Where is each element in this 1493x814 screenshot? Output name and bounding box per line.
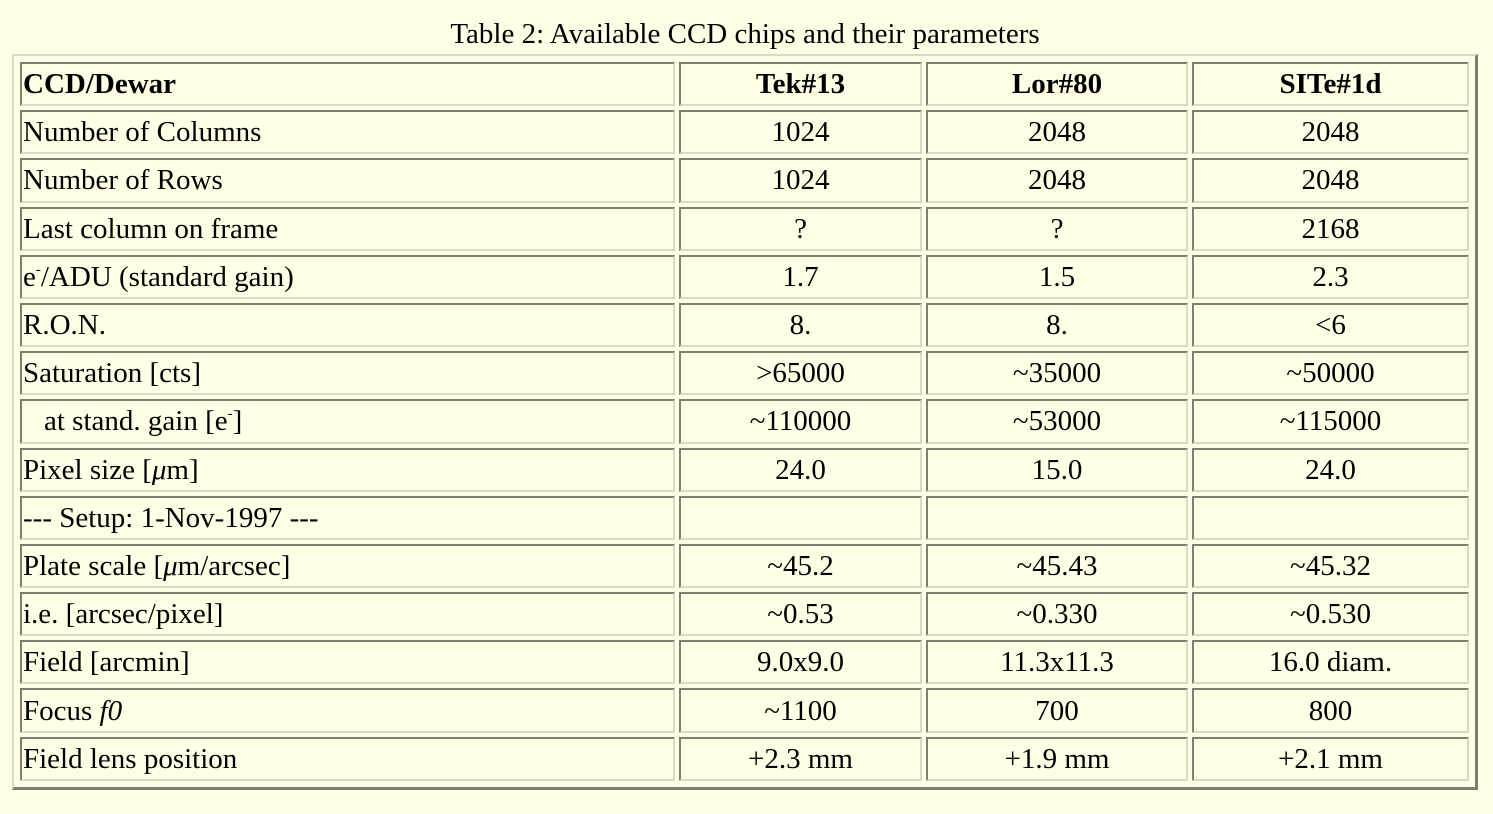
row-label-text: m/arcsec]	[177, 549, 291, 582]
header-cell-lor80: Lor#80	[926, 62, 1188, 107]
row-label: Number of Columns	[20, 110, 675, 155]
cell-value	[679, 495, 922, 540]
row-label-text: Focus	[23, 694, 100, 727]
cell-value: ~115000	[1192, 399, 1469, 444]
table-row: R.O.N. 8. 8. <6	[20, 302, 1469, 348]
cell-value: 24.0	[679, 447, 922, 492]
table-row: Focus f0 ~1100 700 800	[20, 688, 1469, 733]
row-label: Plate scale [μm/arcsec]	[20, 543, 675, 589]
cell-value: +2.1 mm	[1192, 736, 1469, 781]
table-row: Plate scale [μm/arcsec] ~45.2 ~45.43 ~45…	[20, 543, 1469, 589]
cell-value: +1.9 mm	[926, 736, 1188, 781]
row-label-symbol: μ	[163, 549, 178, 582]
cell-value: ~0.53	[679, 592, 922, 637]
table-row: e-/ADU (standard gain) 1.7 1.5 2.3	[20, 254, 1469, 299]
table-row: Field [arcmin] 9.0x9.0 11.3x11.3 16.0 di…	[20, 640, 1469, 685]
row-label-text: ]	[232, 405, 243, 438]
cell-value: 1024	[679, 110, 922, 155]
cell-value: ~50000	[1192, 351, 1469, 396]
cell-value: 2.3	[1192, 254, 1469, 299]
row-label: Focus f0	[20, 688, 675, 733]
cell-value: 1.5	[926, 254, 1188, 299]
header-cell-tek13: Tek#13	[679, 62, 922, 107]
cell-value: 700	[926, 688, 1188, 733]
cell-value: 24.0	[1192, 447, 1469, 492]
table-header-row: CCD/Dewar Tek#13 Lor#80 SITe#1d	[20, 62, 1469, 107]
row-label: --- Setup: 1-Nov-1997 ---	[20, 495, 675, 540]
row-label: Field lens position	[20, 736, 675, 781]
row-label-text: Plate scale [	[23, 549, 164, 582]
cell-value: ~1100	[679, 688, 922, 733]
cell-value: +2.3 mm	[679, 736, 922, 781]
cell-value: 8.	[926, 302, 1188, 348]
table-row-setup-divider: --- Setup: 1-Nov-1997 ---	[20, 495, 1469, 540]
cell-value: 2048	[926, 110, 1188, 155]
row-label: at stand. gain [e-]	[20, 399, 675, 444]
row-label-text: /ADU (standard gain)	[40, 260, 294, 293]
row-label-superscript: -	[35, 261, 41, 278]
cell-value: ~0.530	[1192, 592, 1469, 637]
table-row: Saturation [cts] >65000 ~35000 ~50000	[20, 351, 1469, 396]
row-label: Saturation [cts]	[20, 351, 675, 396]
cell-value: 1.7	[679, 254, 922, 299]
cell-value: 8.	[679, 302, 922, 348]
row-label-text: m]	[166, 453, 199, 486]
row-label-text: e	[23, 260, 36, 293]
row-label-symbol: f0	[99, 694, 123, 727]
cell-value: 9.0x9.0	[679, 640, 922, 685]
ccd-parameters-table: CCD/Dewar Tek#13 Lor#80 SITe#1d Number o…	[12, 54, 1478, 790]
row-label-superscript: -	[227, 406, 233, 423]
cell-value	[926, 495, 1188, 540]
table-row: Field lens position +2.3 mm +1.9 mm +2.1…	[20, 736, 1469, 781]
row-label-text: Pixel size [	[23, 453, 152, 486]
cell-value: 2048	[1192, 110, 1469, 155]
table-row: Number of Rows 1024 2048 2048	[20, 158, 1469, 203]
row-label-text: at stand. gain [e	[44, 405, 228, 438]
cell-value: 800	[1192, 688, 1469, 733]
cell-value: 1024	[679, 158, 922, 203]
cell-value: ~45.2	[679, 543, 922, 589]
table-caption: Table 2: Available CCD chips and their p…	[450, 18, 1040, 50]
cell-value: 15.0	[926, 447, 1188, 492]
cell-value: <6	[1192, 302, 1469, 348]
cell-value: ~53000	[926, 399, 1188, 444]
table-row: at stand. gain [e-] ~110000 ~53000 ~1150…	[20, 399, 1469, 444]
cell-value	[1192, 495, 1469, 540]
table-row: Last column on frame ? ? 2168	[20, 206, 1469, 251]
table-row: Number of Columns 1024 2048 2048	[20, 110, 1469, 155]
row-label-symbol: μ	[151, 453, 167, 486]
row-label: Pixel size [μm]	[20, 447, 675, 492]
row-label: Last column on frame	[20, 206, 675, 251]
cell-value: 2168	[1192, 206, 1469, 251]
cell-value: ~0.330	[926, 592, 1188, 637]
cell-value: ~45.43	[926, 543, 1188, 589]
row-label: R.O.N.	[20, 302, 675, 348]
header-cell-ccd-dewar: CCD/Dewar	[20, 62, 675, 107]
header-cell-site1d: SITe#1d	[1192, 62, 1469, 107]
table-row: i.e. [arcsec/pixel] ~0.53 ~0.330 ~0.530	[20, 592, 1469, 637]
cell-value: >65000	[679, 351, 922, 396]
cell-value: 11.3x11.3	[926, 640, 1188, 685]
cell-value: ?	[679, 206, 922, 251]
row-label: i.e. [arcsec/pixel]	[20, 592, 675, 637]
row-label: e-/ADU (standard gain)	[20, 254, 675, 299]
cell-value: ?	[926, 206, 1188, 251]
cell-value: 2048	[926, 158, 1188, 203]
cell-value: ~45.32	[1192, 543, 1469, 589]
row-label: Field [arcmin]	[20, 640, 675, 685]
cell-value: 2048	[1192, 158, 1469, 203]
row-label: Number of Rows	[20, 158, 675, 203]
cell-value: ~35000	[926, 351, 1188, 396]
cell-value: ~110000	[679, 399, 922, 444]
table-row: Pixel size [μm] 24.0 15.0 24.0	[20, 447, 1469, 492]
cell-value: 16.0 diam.	[1192, 640, 1469, 685]
